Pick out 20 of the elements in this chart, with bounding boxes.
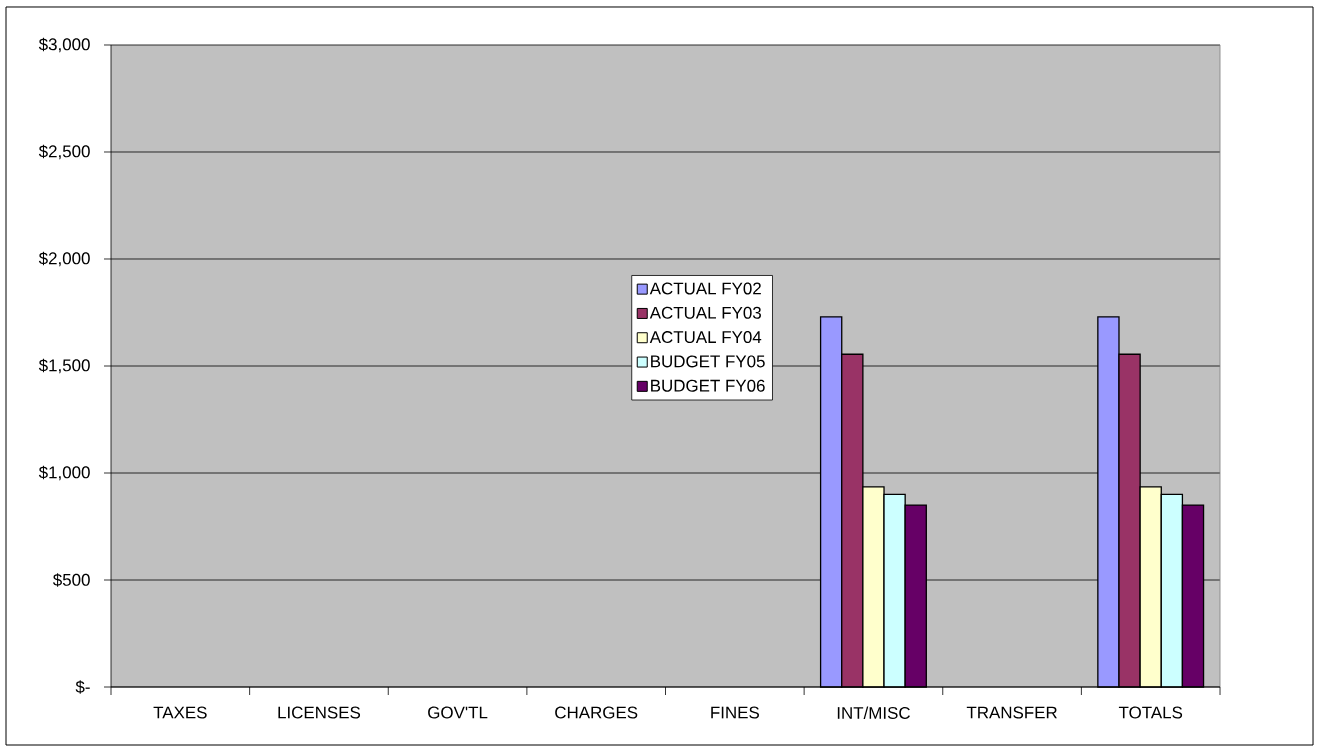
y-tick-label: $500 bbox=[52, 573, 90, 587]
y-tick-label: $3,000 bbox=[38, 37, 90, 53]
x-tick-label: LICENSES bbox=[278, 706, 361, 719]
x-tick-label: FINES bbox=[711, 706, 759, 719]
y-tick-label: $1,000 bbox=[38, 465, 90, 481]
legend-label: ACTUAL FY03 bbox=[649, 306, 761, 319]
legend-label: BUDGET FY05 bbox=[651, 355, 765, 368]
legend-label: ACTUAL FY02 bbox=[649, 282, 761, 295]
y-tick-label: $- bbox=[75, 680, 90, 694]
y-tick-label: $2,500 bbox=[38, 144, 90, 160]
legend-label: BUDGET FY06 bbox=[651, 379, 765, 392]
y-tick-label: $2,000 bbox=[38, 251, 90, 267]
x-tick-label: TOTALS bbox=[1118, 706, 1183, 719]
x-tick-label: TRANSFER bbox=[966, 706, 1057, 719]
y-tick-label: $1,500 bbox=[38, 358, 90, 374]
x-tick-label: INT/MISC bbox=[837, 706, 910, 719]
legend-label: ACTUAL FY04 bbox=[649, 331, 762, 344]
x-tick-label: GOV'TL bbox=[428, 706, 488, 719]
x-tick-label: TAXES bbox=[153, 706, 207, 719]
x-tick-label: CHARGES bbox=[555, 706, 638, 719]
